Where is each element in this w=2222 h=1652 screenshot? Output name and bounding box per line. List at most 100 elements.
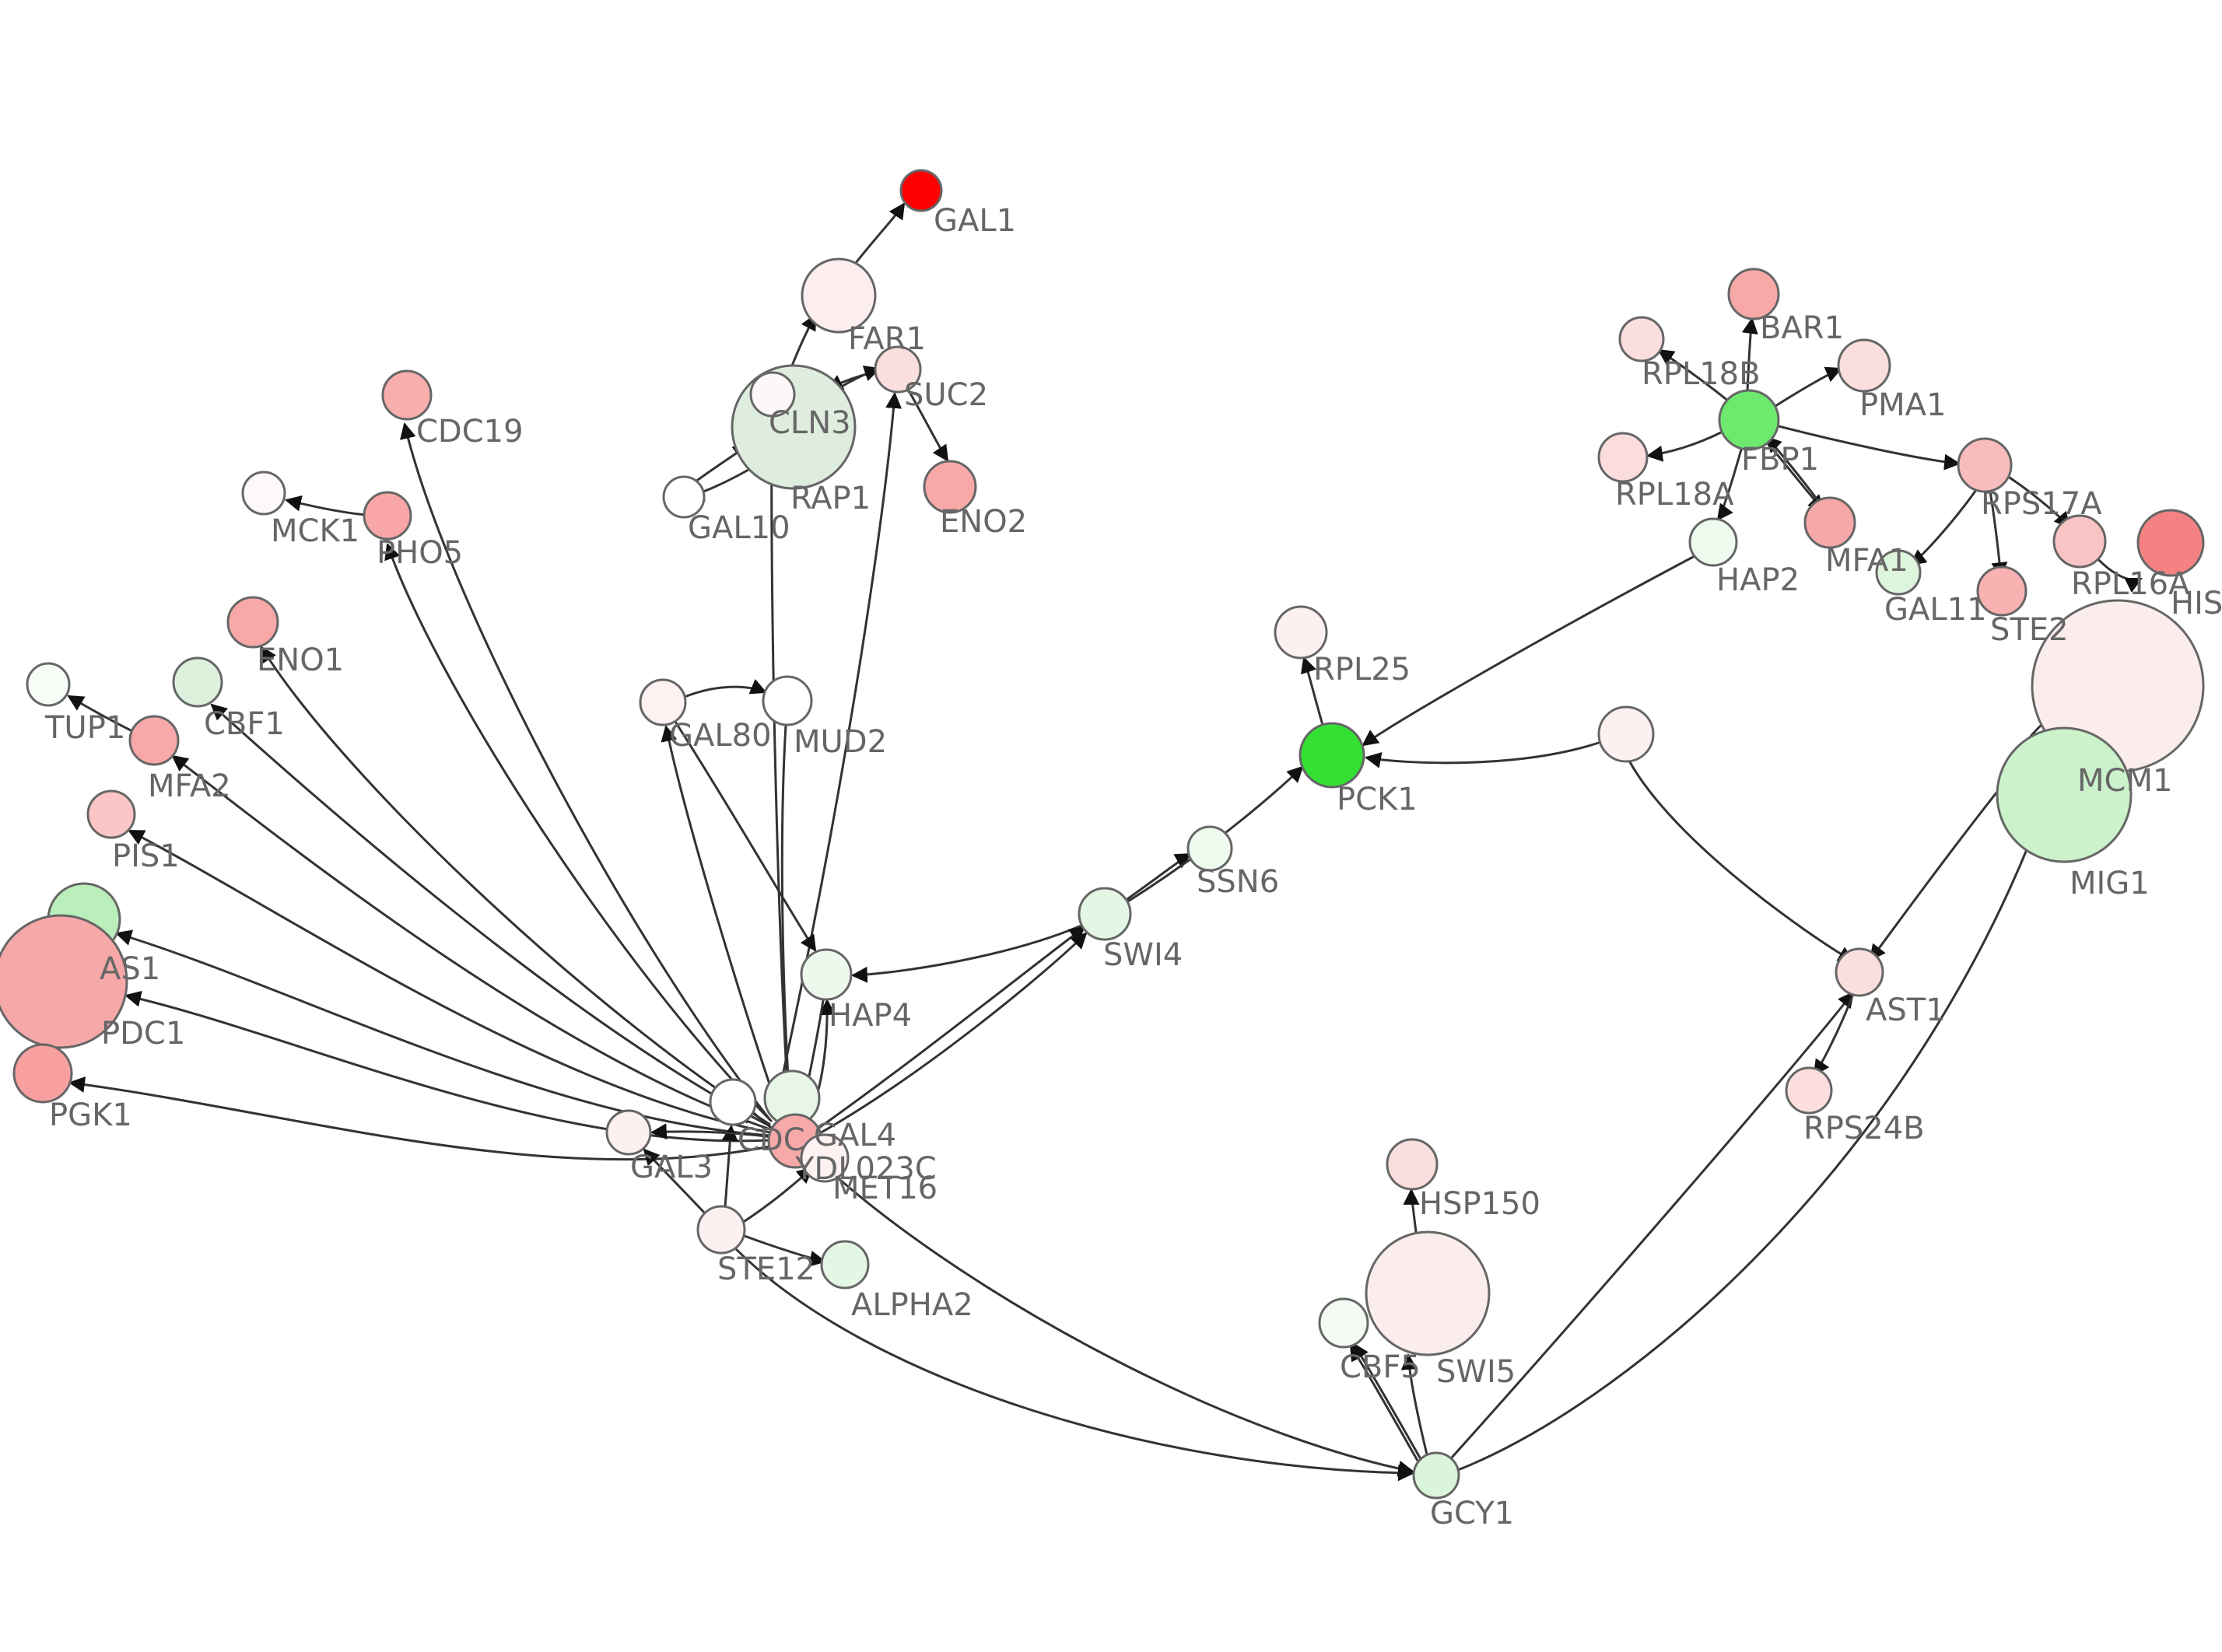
edge-FBP1-to-HAP2[interactable] — [1716, 449, 1743, 521]
edge-GAL4-to-SWI4[interactable] — [816, 926, 1086, 1131]
node-PIS1[interactable] — [86, 789, 136, 839]
edge-GAL4-to-AS1[interactable] — [114, 929, 771, 1137]
edge-GAL4-to-CBF1[interactable] — [210, 703, 771, 1128]
node-label-RPL25: RPL25 — [1313, 652, 1411, 688]
node-GAL80[interactable] — [639, 678, 687, 726]
edge-GAL4-to-RAP1[interactable] — [763, 415, 790, 1116]
node-MCK1[interactable] — [241, 471, 286, 516]
node-label-PCK1: PCK1 — [1337, 782, 1418, 817]
node-CDC39[interactable] — [709, 1078, 757, 1126]
node-PGK1[interactable] — [12, 1043, 73, 1104]
edge-GAL80-to-HAP4[interactable] — [674, 721, 817, 952]
node-PMA1[interactable] — [1837, 338, 1891, 393]
node-label-MUD2: MUD2 — [794, 724, 887, 760]
edge-CLN3-to-FAR1[interactable] — [790, 313, 817, 366]
node-STE2[interactable] — [1976, 565, 2027, 617]
node-NODEUP[interactable] — [1597, 705, 1655, 763]
edge-GAL4-to-GCY1[interactable] — [815, 1157, 1415, 1477]
edge-GAL4-to-PGK1[interactable] — [68, 1076, 771, 1161]
node-GCY1[interactable] — [1412, 1451, 1460, 1500]
node-AST1[interactable] — [1835, 947, 1884, 997]
node-SWI5[interactable] — [1365, 1230, 1491, 1356]
node-ALPHA2[interactable] — [820, 1240, 870, 1290]
node-ENO2[interactable] — [923, 460, 977, 514]
node-SWI4[interactable] — [1078, 887, 1132, 941]
node-HSP150[interactable] — [1386, 1138, 1439, 1191]
node-BAR1[interactable] — [1727, 268, 1780, 320]
edge-GCY1-to-AST1[interactable] — [1450, 991, 1855, 1459]
edge-PHO5-to-MCK1[interactable] — [284, 495, 366, 516]
edge-SUC2-to-ENO2[interactable] — [907, 390, 949, 462]
edge-GAL4-to-ENO1[interactable] — [260, 646, 771, 1126]
node-PHO5[interactable] — [363, 491, 412, 541]
edge-SWI5-to-HSP150[interactable] — [1403, 1188, 1420, 1233]
node-MFA1[interactable] — [1803, 496, 1856, 549]
node-RPL16A[interactable] — [2052, 514, 2107, 569]
node-ENO1[interactable] — [226, 596, 279, 649]
node-RPS24B[interactable] — [1785, 1066, 1833, 1115]
node-label-ENO2: ENO2 — [940, 504, 1027, 540]
edge-GAL4-to-GAL3[interactable] — [650, 1123, 774, 1140]
node-FBP1[interactable] — [1718, 389, 1780, 451]
node-RPL25[interactable] — [1274, 605, 1328, 660]
node-SUC2[interactable] — [874, 345, 922, 394]
edge-FBP1-to-RPL18A[interactable] — [1645, 431, 1722, 462]
node-HAP2[interactable] — [1688, 517, 1738, 567]
node-GAL3[interactable] — [605, 1109, 652, 1156]
node-GAL1[interactable] — [899, 169, 943, 212]
node-FAR1[interactable] — [801, 257, 877, 334]
edge-GAL4-to-CDC19[interactable] — [400, 422, 772, 1121]
edge-STE12-to-GCY1[interactable] — [733, 1246, 1415, 1482]
node-SSN6[interactable] — [1186, 825, 1233, 872]
edge-FBP1-to-RPL18B[interactable] — [1657, 348, 1730, 403]
edge-MFA2-to-TUP1[interactable] — [67, 695, 133, 733]
node-RAP1[interactable] — [749, 371, 796, 418]
edge-GAL4-to-MFA2[interactable] — [171, 754, 771, 1131]
edge-GAL4-to-PHO5[interactable] — [384, 543, 773, 1123]
edge-FBP1-to-RPS17A[interactable] — [1778, 425, 1961, 471]
node-MFA2[interactable] — [128, 715, 180, 766]
edge-GCY1-to-SWI5[interactable] — [1400, 1353, 1428, 1455]
edge-FAR1-to-GAL1[interactable] — [854, 202, 906, 264]
node-CDC19[interactable] — [381, 369, 433, 421]
edge-SWI4-to-PCK1[interactable] — [1126, 765, 1304, 904]
node-STE12[interactable] — [696, 1205, 746, 1255]
node-YDL023C[interactable] — [800, 1133, 850, 1183]
node-HIS4[interactable] — [2136, 509, 2205, 577]
node-MIG1[interactable] — [1996, 726, 2133, 863]
edge-GAL4-to-SWI4b[interactable] — [818, 932, 1088, 1136]
edge-RPL16A-to-HIS4[interactable] — [2094, 555, 2143, 593]
edge-SWI4-to-SSN6[interactable] — [1124, 852, 1192, 902]
edge-GCY1-to-MCM1[interactable] — [1457, 767, 2060, 1472]
edge-NODEUP-to-PCK1[interactable] — [1364, 740, 1602, 768]
node-RPL18B[interactable] — [1618, 316, 1665, 362]
edge-FBP1-to-BAR1[interactable] — [1741, 317, 1758, 391]
node-CBF1[interactable] — [172, 656, 223, 708]
edge-GAL80-to-MUD2[interactable] — [684, 679, 767, 698]
edge-STE12-to-GAL3[interactable] — [643, 1148, 706, 1215]
edge-GAL4-to-PDC1[interactable] — [124, 990, 771, 1143]
node-PDC1[interactable] — [0, 914, 128, 1049]
edge-NODEUP-to-AST1[interactable] — [1628, 760, 1855, 963]
node-label-BAR1: BAR1 — [1760, 310, 1844, 346]
edge-FBP1-to-PMA1[interactable] — [1775, 366, 1842, 408]
node-RPS17A[interactable] — [1957, 437, 2013, 493]
node-PCK1[interactable] — [1299, 722, 1365, 789]
node-MUD2[interactable] — [762, 675, 813, 726]
node-label-STE2: STE2 — [1990, 612, 2069, 648]
edge-GAL4-to-GAL80[interactable] — [661, 724, 783, 1119]
edge-GCY1-to-CBF5b[interactable] — [1349, 1344, 1419, 1461]
edge-STE12-to-CDC39[interactable] — [721, 1124, 738, 1208]
node-GAL10[interactable] — [662, 475, 706, 519]
node-HAP4[interactable] — [800, 948, 853, 1001]
edge-PCK1-to-RPL25[interactable] — [1301, 656, 1324, 726]
node-RPL18A[interactable] — [1597, 432, 1649, 483]
edge-SWI4-to-HAP4[interactable] — [850, 924, 1082, 983]
node-TUP1[interactable] — [26, 662, 71, 707]
node-label-HIS4: HIS4 — [2171, 586, 2222, 621]
node-CBF5[interactable] — [1318, 1297, 1369, 1349]
edge-HAP2-to-PCK1[interactable] — [1362, 554, 1697, 747]
edge-GAL4-to-PIS1[interactable] — [128, 829, 771, 1134]
edge-RPS17A-to-GAL11[interactable] — [1909, 489, 1978, 566]
node-GAL11[interactable] — [1875, 549, 1922, 596]
